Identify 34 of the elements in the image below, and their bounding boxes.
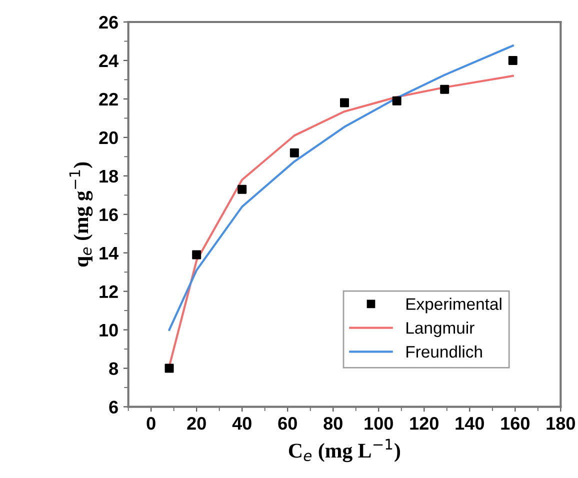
y-tick-label: 10 [100, 324, 118, 337]
x-tick-label: 80 [324, 416, 342, 430]
y-axis-title: q$_{e}$ (mg g$^{−1}$) [69, 162, 93, 267]
x-tick-label: 180 [546, 416, 575, 430]
legend-label: Langmuir [406, 322, 474, 338]
legend-label: Freundlich [406, 345, 482, 358]
x-tick-label: 40 [232, 416, 252, 430]
x-axis-title: C$_{e}$ (mg L$^{−1}$) [288, 438, 400, 462]
y-tick-label: 8 [109, 362, 118, 376]
y-tick-label: 20 [99, 131, 118, 144]
point [508, 56, 518, 65]
point [290, 148, 299, 158]
x-tick-label: 100 [364, 416, 393, 430]
point [340, 98, 349, 108]
x-tick-label: 120 [410, 416, 438, 430]
point [164, 364, 174, 373]
y-tick-label: 26 [99, 16, 118, 29]
y-tick-label: 14 [100, 246, 118, 260]
point [192, 250, 202, 260]
y-tick-label: 16 [100, 208, 118, 222]
x-tick-label: 60 [278, 416, 297, 430]
x-tick-label: 160 [501, 416, 530, 430]
x-tick-label: 20 [187, 416, 206, 430]
y-tick-label: 12 [100, 285, 118, 298]
y-tick-label: 18 [100, 170, 118, 183]
legend-label: Experimental [406, 298, 502, 314]
y-tick-label: 24 [99, 54, 118, 68]
point [392, 96, 402, 106]
x-tick-label: 140 [456, 416, 484, 430]
y-tick-label: 22 [99, 92, 118, 106]
point [440, 84, 450, 94]
point [238, 184, 247, 194]
x-tick-label: 0 [146, 416, 156, 430]
y-tick-label: 6 [109, 400, 118, 414]
